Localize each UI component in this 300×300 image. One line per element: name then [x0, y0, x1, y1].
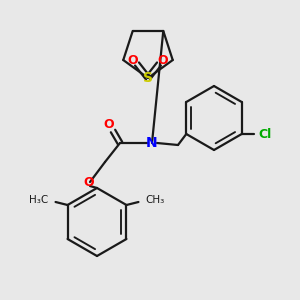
Text: H₃C: H₃C: [29, 195, 49, 205]
Text: O: O: [158, 53, 168, 67]
Text: O: O: [84, 176, 94, 188]
Text: O: O: [128, 53, 138, 67]
Text: CH₃: CH₃: [146, 195, 165, 205]
Text: Cl: Cl: [259, 128, 272, 140]
Text: O: O: [104, 118, 114, 131]
Text: N: N: [146, 136, 158, 150]
Text: S: S: [143, 71, 153, 85]
